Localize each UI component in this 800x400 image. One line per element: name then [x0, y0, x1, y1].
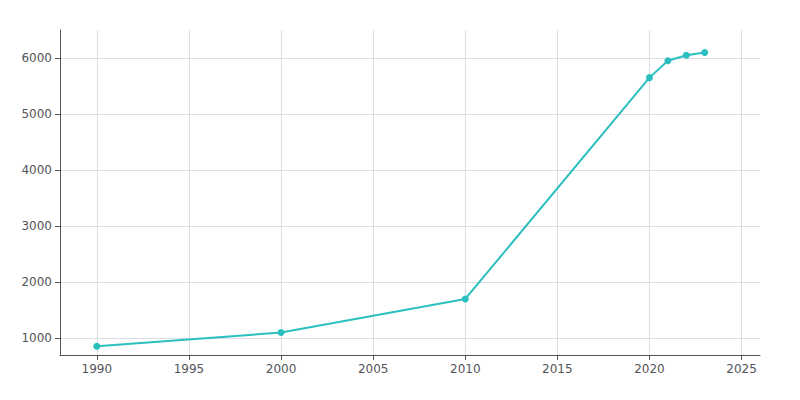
svg-text:6000: 6000 [21, 51, 52, 65]
svg-text:4000: 4000 [21, 163, 52, 177]
svg-text:1990: 1990 [82, 362, 113, 376]
svg-text:3000: 3000 [21, 219, 52, 233]
svg-text:2020: 2020 [634, 362, 665, 376]
svg-text:1995: 1995 [174, 362, 205, 376]
svg-text:2025: 2025 [726, 362, 757, 376]
svg-text:2000: 2000 [21, 275, 52, 289]
svg-text:2000: 2000 [266, 362, 297, 376]
svg-text:5000: 5000 [21, 107, 52, 121]
svg-text:2005: 2005 [358, 362, 389, 376]
svg-text:2010: 2010 [450, 362, 481, 376]
svg-text:1000: 1000 [21, 331, 52, 345]
svg-text:2015: 2015 [542, 362, 573, 376]
